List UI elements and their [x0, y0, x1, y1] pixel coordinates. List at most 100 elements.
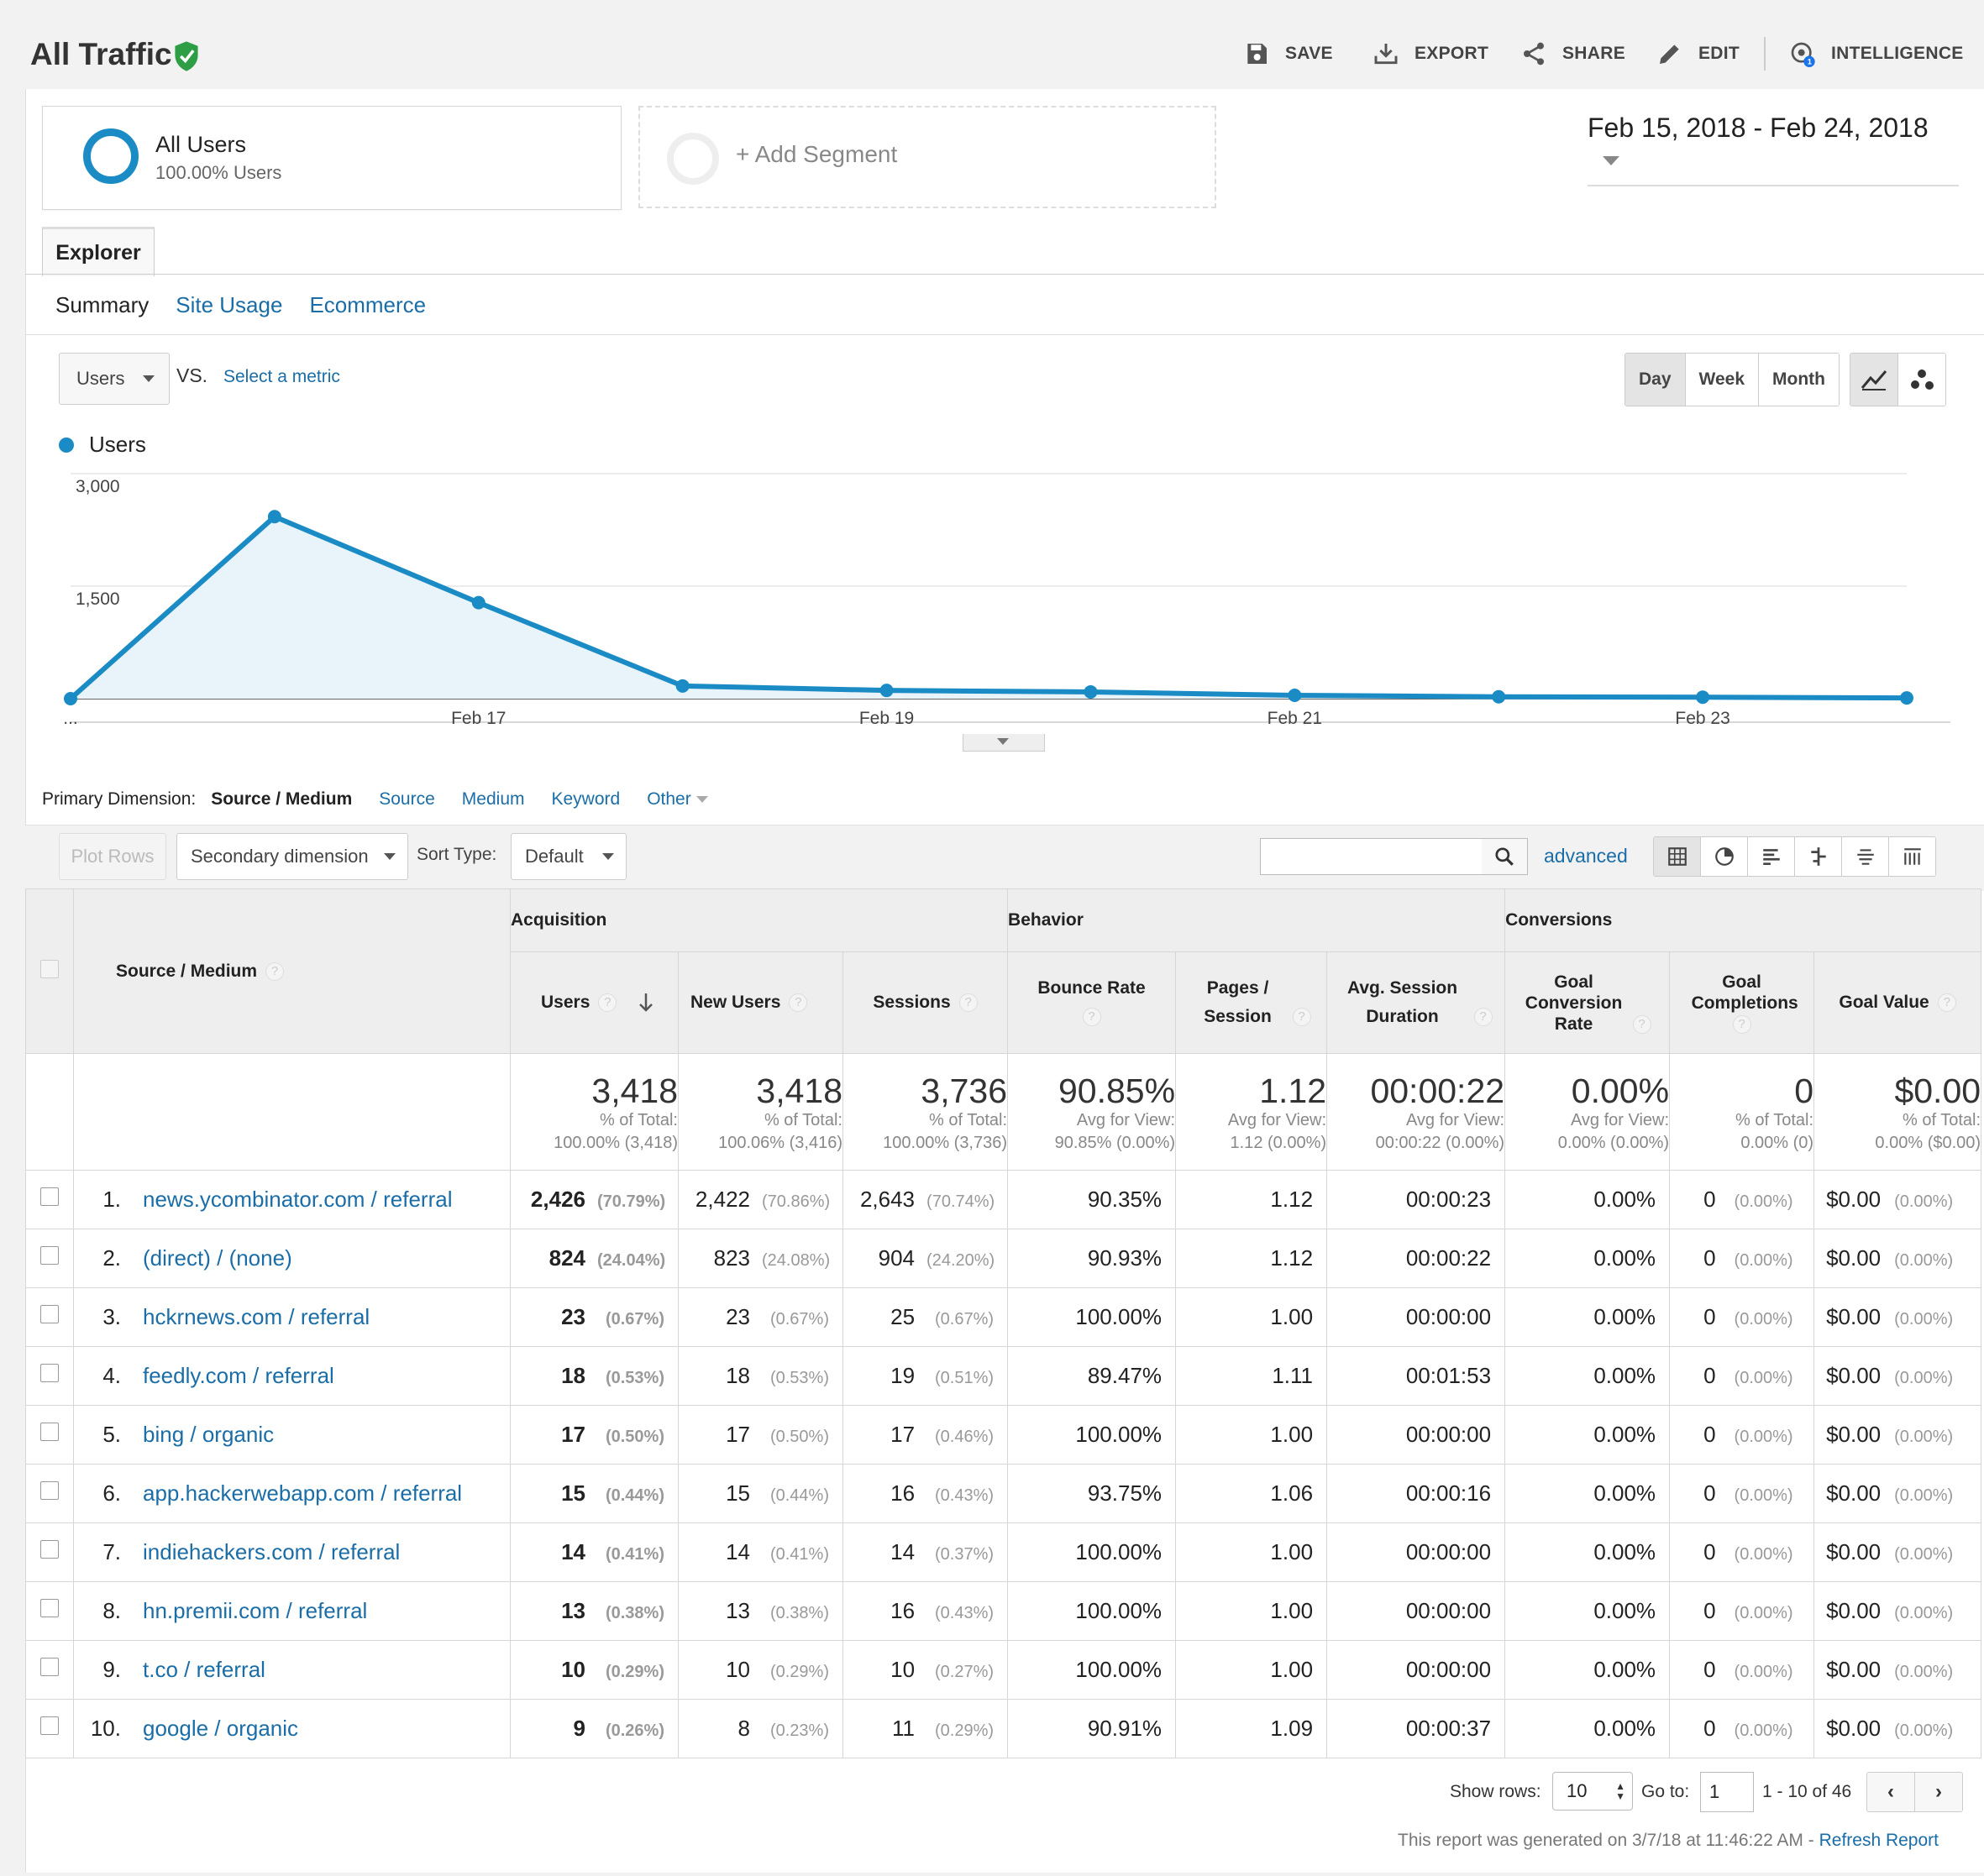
row-checkbox[interactable]: [40, 1599, 59, 1617]
show-rows-select[interactable]: 10 ▲ ▼: [1552, 1772, 1633, 1810]
period-week-button[interactable]: Week: [1685, 354, 1760, 406]
bounce-cell: 100.00%: [1007, 1287, 1177, 1347]
plot-rows-button[interactable]: Plot Rows: [59, 833, 166, 880]
subtab-summary[interactable]: Summary: [55, 292, 150, 317]
goal-money: $0.00: [1826, 1304, 1882, 1329]
tab-explorer[interactable]: Explorer: [42, 227, 155, 276]
view-term-cloud[interactable]: [1842, 837, 1889, 876]
help-icon[interactable]: ?: [1732, 1014, 1751, 1034]
advanced-filter-link[interactable]: advanced: [1544, 845, 1628, 867]
row-checkbox[interactable]: [40, 1187, 59, 1206]
segment-all-users[interactable]: All Users 100.00% Users: [42, 106, 622, 210]
line-chart-button[interactable]: [1850, 354, 1898, 406]
view-comparison[interactable]: [1795, 837, 1842, 876]
row-checkbox[interactable]: [40, 1305, 59, 1323]
help-icon[interactable]: ?: [1292, 1008, 1311, 1027]
help-icon[interactable]: ?: [265, 962, 285, 981]
dimension-other-dropdown[interactable]: Other: [647, 789, 708, 810]
total-caption: Avg for View:: [1227, 1111, 1327, 1129]
period-day-button[interactable]: Day: [1625, 354, 1686, 406]
metric-dropdown[interactable]: Users: [59, 353, 170, 405]
source-medium-link[interactable]: t.co / referral: [143, 1657, 265, 1682]
row-checkbox[interactable]: [40, 1716, 59, 1735]
date-range-picker[interactable]: Feb 15, 2018 - Feb 24, 2018: [1588, 113, 1959, 186]
help-icon[interactable]: ?: [1473, 1008, 1493, 1027]
subtab-site-usage[interactable]: Site Usage: [176, 292, 283, 317]
col-avg-duration-label: Avg. Session Duration: [1346, 978, 1458, 1026]
dimension-keyword[interactable]: Keyword: [551, 789, 621, 809]
row-checkbox[interactable]: [40, 1364, 59, 1382]
row-checkbox[interactable]: [40, 1540, 59, 1559]
source-medium-link[interactable]: hn.premii.com / referral: [143, 1598, 368, 1623]
help-icon[interactable]: ?: [1937, 993, 1956, 1013]
row-checkbox[interactable]: [40, 1246, 59, 1265]
chevron-down-icon: [1603, 156, 1619, 166]
add-segment-button[interactable]: + Add Segment: [638, 106, 1216, 208]
help-icon[interactable]: ?: [598, 993, 617, 1013]
source-medium-link[interactable]: feedly.com / referral: [143, 1363, 334, 1388]
source-medium-link[interactable]: news.ycombinator.com / referral: [143, 1187, 453, 1212]
help-icon[interactable]: ?: [1632, 1014, 1651, 1034]
total-value: 90.85%: [1058, 1072, 1176, 1110]
col-pages-session[interactable]: Pages / Session?: [1175, 951, 1328, 1054]
prev-page-button[interactable]: ‹: [1867, 1773, 1915, 1811]
next-page-button[interactable]: ›: [1915, 1773, 1962, 1811]
source-medium-link[interactable]: bing / organic: [143, 1422, 275, 1447]
col-new-users[interactable]: New Users?: [678, 951, 843, 1054]
col-goal-value[interactable]: Goal Value?: [1813, 951, 1982, 1054]
save-icon: [1247, 44, 1267, 64]
goto-page-input[interactable]: 1: [1700, 1772, 1754, 1812]
view-pie[interactable]: [1701, 837, 1748, 876]
dimension-header[interactable]: Source / Medium?: [73, 888, 511, 1054]
export-button[interactable]: EXPORT: [1373, 40, 1488, 67]
select-all-checkbox[interactable]: [40, 959, 59, 978]
data-point: [471, 595, 486, 610]
secondary-dimension-dropdown[interactable]: Secondary dimension: [176, 833, 408, 880]
source-medium-link[interactable]: indiehackers.com / referral: [143, 1539, 401, 1564]
users-value: 824: [548, 1245, 585, 1271]
sort-type-dropdown[interactable]: Default: [511, 833, 627, 880]
refresh-report-link[interactable]: Refresh Report: [1819, 1831, 1939, 1850]
select-metric-link[interactable]: Select a metric: [223, 367, 340, 386]
total-caption: % of Total:: [929, 1111, 1008, 1129]
col-goal-conversion-rate[interactable]: Goal Conversion Rate?: [1504, 951, 1671, 1054]
new_users-percent: (0.44%): [769, 1486, 829, 1505]
view-performance[interactable]: [1748, 837, 1795, 876]
view-pivot[interactable]: [1889, 837, 1935, 876]
dimension-medium[interactable]: Medium: [461, 789, 525, 809]
save-label: SAVE: [1285, 44, 1333, 63]
dimension-source[interactable]: Source: [379, 789, 435, 809]
help-icon[interactable]: ?: [1082, 1008, 1101, 1027]
col-bounce-rate[interactable]: Bounce Rate?: [1007, 951, 1177, 1054]
edit-button[interactable]: EDIT: [1656, 40, 1740, 67]
view-data-table[interactable]: [1654, 837, 1701, 876]
row-checkbox[interactable]: [40, 1423, 59, 1441]
col-avg-session-duration[interactable]: Avg. Session Duration?: [1326, 951, 1506, 1054]
sessions-percent: (0.27%): [935, 1663, 995, 1681]
help-icon[interactable]: ?: [958, 993, 978, 1013]
motion-chart-button[interactable]: [1898, 354, 1945, 406]
source-medium-link[interactable]: app.hackerwebapp.com / referral: [143, 1480, 463, 1506]
chart-collapse-handle[interactable]: [963, 734, 1045, 752]
col-goal-completions[interactable]: Goal Completions?: [1669, 951, 1815, 1054]
table-search-input[interactable]: [1260, 838, 1483, 875]
intelligence-button[interactable]: 1 INTELLIGENCE: [1789, 40, 1964, 67]
help-icon[interactable]: ?: [789, 993, 808, 1013]
row-number: 6.: [102, 1480, 121, 1506]
sessions-percent: (0.67%): [935, 1310, 995, 1328]
period-month-button[interactable]: Month: [1759, 354, 1839, 406]
users-line-chart: 3,000 1,500... Feb 17 Feb 19 Feb 21 Feb 23: [63, 473, 1950, 728]
source-medium-link[interactable]: google / organic: [143, 1716, 299, 1741]
source-medium-link[interactable]: (direct) / (none): [143, 1245, 292, 1271]
source-medium-link[interactable]: hckrnews.com / referral: [143, 1304, 370, 1329]
table-search-button[interactable]: [1482, 838, 1528, 875]
col-sessions[interactable]: Sessions?: [842, 951, 1009, 1054]
row-checkbox[interactable]: [40, 1658, 59, 1676]
save-button[interactable]: SAVE: [1243, 40, 1333, 67]
subtab-ecommerce[interactable]: Ecommerce: [309, 292, 427, 317]
row-number: 8.: [102, 1598, 121, 1623]
goal-value: 0: [1703, 1245, 1716, 1271]
col-users[interactable]: Users?: [510, 951, 679, 1054]
row-checkbox[interactable]: [40, 1481, 59, 1500]
share-button[interactable]: SHARE: [1520, 40, 1625, 67]
